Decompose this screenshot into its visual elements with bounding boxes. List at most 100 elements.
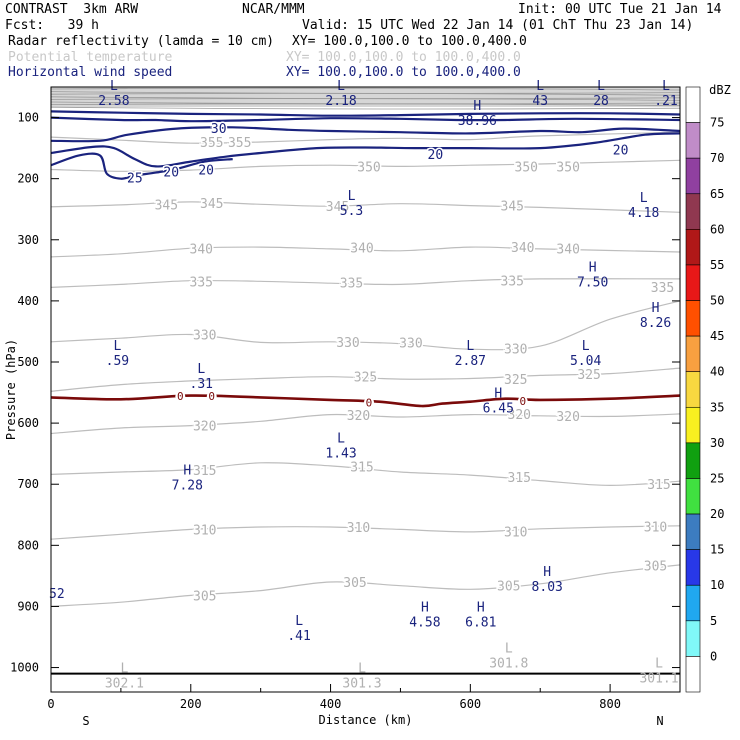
theta-label: 345 (326, 200, 349, 215)
theta-label: 315 (193, 464, 216, 479)
y-tick-label: 1000 (10, 661, 39, 675)
y-tick-label: 500 (17, 355, 39, 369)
field-wind-xy: XY= 100.0,100.0 to 100.0,400.0 (286, 65, 521, 80)
reflectivity-label: 0 (177, 390, 184, 403)
colorbar-level: 30 (710, 436, 724, 450)
wind-extremum-mark: H (494, 386, 502, 401)
wind-extremum-value: .31 (190, 377, 213, 392)
theta-label: 325 (354, 371, 377, 386)
wind-label: 20 (163, 165, 179, 180)
colorbar-swatch (685, 406, 701, 444)
colorbar-swatch (685, 335, 701, 373)
theta-upper-isoline (51, 98, 680, 101)
theta-label: 310 (504, 525, 527, 540)
theta-label: 345 (501, 200, 524, 215)
theta-extremum-mark: L (358, 661, 366, 676)
reflectivity-contour: 0 0 0 0 (51, 390, 680, 409)
wind-label: 20 (428, 148, 444, 163)
wind-extremum-mark: L (295, 614, 303, 629)
wind-extremum-value: 52 (49, 587, 65, 602)
y-tick-label: 300 (17, 233, 39, 247)
theta-label: 355 (200, 136, 223, 151)
theta-label: 310 (193, 523, 216, 538)
theta-extremum-value: 301.3 (342, 676, 381, 691)
theta-label: 340 (556, 242, 579, 257)
colorbar-level: 55 (710, 258, 724, 272)
theta-label: 340 (511, 241, 534, 256)
theta-label: 320 (508, 408, 531, 423)
wind-extremum-mark: L (337, 432, 345, 447)
colorbar-swatch (685, 229, 701, 266)
theta-label: 345 (155, 198, 178, 213)
wind-extremum-value: 38.96 (458, 114, 497, 129)
wind-extremum-value: 2.87 (455, 354, 486, 369)
wind-extremum-mark: H (421, 600, 429, 615)
theta-upper-isoline (51, 87, 680, 91)
plot-area: 0 0 0 0 355 355 350 350 350 345 345 345 345 340 340 34… (51, 87, 680, 675)
wind-contours (51, 110, 680, 180)
theta-label: 345 (200, 197, 223, 212)
theta-label: 330 (504, 343, 527, 358)
theta-isoline-310 (51, 525, 680, 540)
colorbar-level: 75 (710, 116, 724, 130)
colorbar-level: 20 (710, 507, 724, 521)
theta-extremum-mark: L (120, 661, 128, 676)
wind-extremum-value: 4.18 (628, 206, 659, 221)
wind-extremum-value: 7.50 (577, 276, 608, 291)
theta-label: 335 (190, 275, 213, 290)
theta-upper-isoline (51, 103, 680, 106)
theta-label: 315 (647, 478, 670, 493)
theta-label: 350 (357, 160, 380, 175)
theta-label: 340 (350, 242, 373, 257)
colorbar-swatch (685, 157, 701, 195)
wind-extremum-mark: H (543, 565, 551, 580)
y-tick-label: 700 (17, 477, 39, 491)
reflectivity-label-bg (206, 391, 217, 402)
wind-extremum-value: 8.03 (532, 580, 563, 595)
theta-label: 350 (515, 160, 538, 175)
wind-extremum-value: 6.45 (483, 401, 514, 416)
field-wind-name: Horizontal wind speed (8, 65, 173, 80)
theta-label: 340 (190, 242, 213, 257)
wind-extremum-mark: L (640, 191, 648, 206)
colorbar-swatch (685, 371, 701, 408)
theta-isoline-315 (51, 462, 680, 487)
x-axis-label: Distance (km) (319, 713, 413, 727)
wind-extremum-value: 1.43 (325, 447, 356, 462)
theta-isoline-305 (51, 564, 680, 607)
colorbar-swatch (685, 478, 701, 515)
colorbar-swatch (685, 513, 701, 550)
theta-label: 310 (347, 521, 370, 536)
theta-label: 315 (508, 471, 531, 486)
y-tick-label: 800 (17, 538, 39, 552)
wind-extremum-value: .21 (654, 94, 677, 109)
wind-extremum-value: 6.81 (465, 615, 496, 630)
theta-label: 355 (228, 136, 251, 151)
colorbar-level: 25 (710, 471, 724, 485)
y-tick-label: 100 (17, 111, 39, 125)
theta-label: 305 (343, 576, 366, 591)
theta-contours (51, 87, 680, 607)
wind-extremum-mark: L (466, 339, 474, 354)
wind-label: 20 (198, 164, 214, 179)
top-contour-band (51, 87, 680, 107)
contour-labels: 355 355 350 350 350 345 345 345 345 340 340 340 340 3… (126, 120, 676, 606)
y-tick-label: 400 (17, 294, 39, 308)
model-title: CONTRAST 3km ARW (5, 2, 139, 17)
theta-label: 305 (497, 580, 520, 595)
wind-contour-30 (51, 116, 680, 123)
wind-contour-25 (51, 152, 233, 180)
y-tick-label: 900 (17, 599, 39, 613)
theta-upper-isoline (51, 93, 680, 96)
reflectivity-label-bg (175, 391, 186, 402)
x-tick-label: 800 (599, 697, 621, 711)
theta-label: 320 (347, 409, 370, 424)
theta-label: 325 (577, 368, 600, 383)
colorbar-swatch (685, 122, 701, 159)
valid-time: Valid: 15 UTC Wed 22 Jan 14 (01 ChT Thu … (302, 18, 694, 33)
colorbar-level: 0 (710, 649, 717, 663)
x-tick-label: 400 (320, 697, 342, 711)
